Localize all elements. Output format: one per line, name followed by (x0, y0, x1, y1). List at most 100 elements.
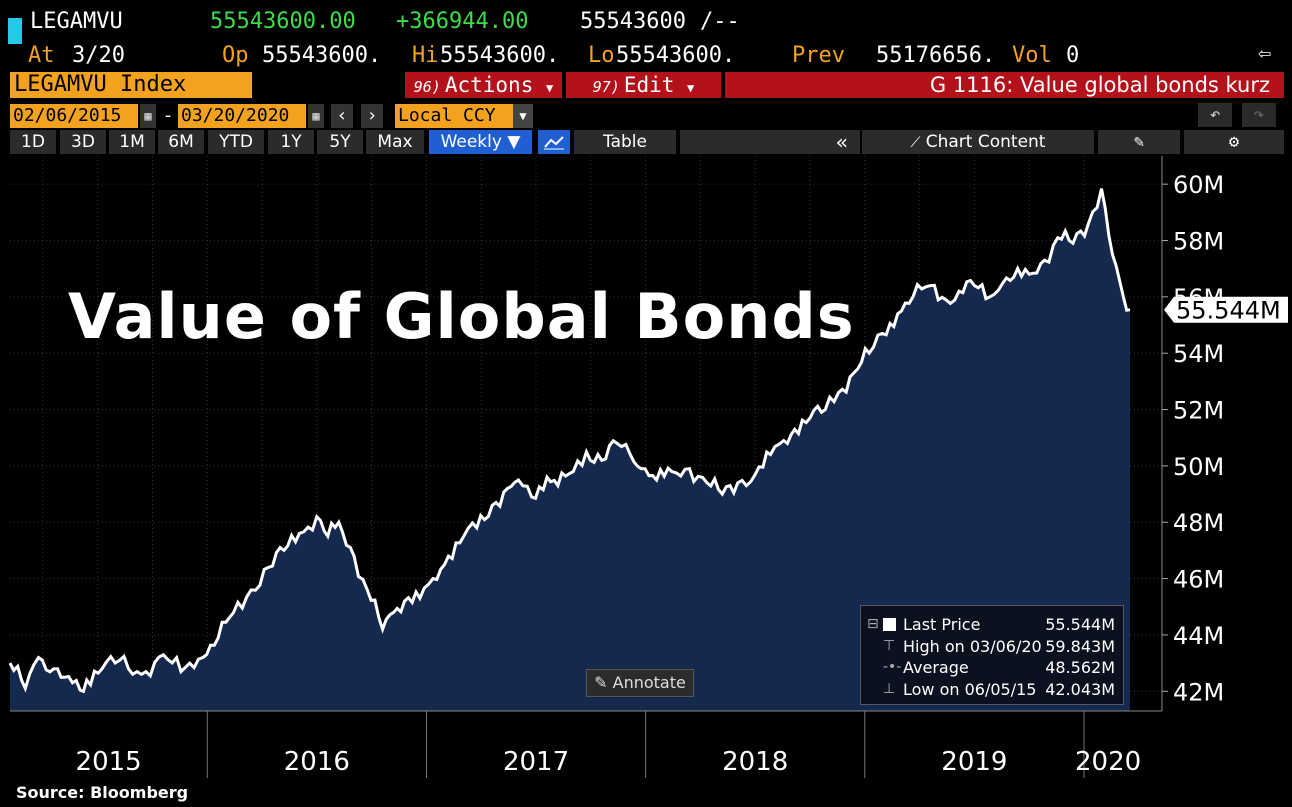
price-change: +366944.00 (396, 9, 529, 34)
prev-label: Prev (792, 43, 845, 68)
source-note: Source: Bloomberg (16, 783, 189, 802)
calendar-icon[interactable]: ▦ (140, 104, 156, 128)
actions-menu[interactable]: 96) Actions ▼ (405, 72, 562, 98)
legend-last-value: 55.544M (1045, 615, 1115, 634)
y-tick-label: 50M (1173, 453, 1224, 481)
chart-title: Value of Global Bonds (68, 280, 855, 353)
line-chart-glyph (544, 136, 564, 150)
pencil-icon: ✎ (594, 673, 608, 692)
legend-last-label: Last Price (903, 615, 981, 634)
legend: ⊟ Last Price 55.544M ⊤ High on 03/06/20 … (860, 605, 1124, 705)
chevron-down-icon: ▼ (546, 81, 554, 95)
legend-low-label: Low on 06/05/15 (903, 680, 1037, 699)
ticker: LEGAMVU (30, 9, 123, 34)
edit-number: 97) (592, 78, 620, 96)
low-label: Lo (588, 43, 615, 68)
calendar-icon[interactable]: ▦ (308, 104, 324, 128)
volume-label: Vol (1012, 43, 1052, 68)
chart-content-label: Chart Content (925, 132, 1046, 152)
annotate-button[interactable]: ✎ Annotate (586, 669, 694, 697)
frequency-select[interactable]: Weekly ▼ (429, 130, 532, 154)
edit-menu[interactable]: 97) Edit ▼ (566, 72, 721, 98)
high-value: 55543600. (440, 43, 560, 68)
x-tick-label: 2020 (1075, 747, 1141, 777)
previous-arrow-icon[interactable]: ‹ (331, 104, 353, 128)
export-icon[interactable]: ⇦ (1258, 41, 1272, 66)
price-area (10, 188, 1130, 712)
function-title: G 1116: Value global bonds kurz (725, 72, 1284, 98)
x-tick-label: 2018 (722, 747, 788, 777)
chart-content-button[interactable]: ⟋ Chart Content (862, 130, 1094, 154)
security-name[interactable]: LEGAMVU Index (10, 72, 252, 98)
legend-high-row: ⊤ High on 03/06/20 59.843M (861, 636, 1123, 657)
y-tick-label: 48M (1173, 509, 1224, 537)
legend-high-value: 59.843M (1045, 637, 1115, 656)
period-button-6m[interactable]: 6M (158, 130, 204, 154)
x-tick-label: 2015 (76, 747, 142, 777)
grid (10, 156, 1162, 711)
end-date-field[interactable]: 03/20/2020 (178, 104, 306, 128)
y-tick-label: 54M (1173, 340, 1224, 368)
legend-low-value: 42.043M (1045, 680, 1115, 699)
low-marker-icon: ⊥ (883, 681, 896, 697)
bid-ask-suffix: /-- (700, 9, 740, 34)
currency-select[interactable]: Local CCY (395, 104, 513, 128)
actions-number: 96) (413, 78, 441, 96)
low-value: 55543600. (616, 43, 736, 68)
period-button-1y[interactable]: 1Y (268, 130, 314, 154)
last-price: 55543600.00 (210, 9, 356, 34)
y-tick-label: 58M (1173, 228, 1224, 256)
undo-icon[interactable]: ↶ (1198, 103, 1232, 127)
bid-ask: 55543600 (580, 9, 686, 34)
y-tick-label: 46M (1173, 566, 1224, 594)
x-axis: 2015 2016 2017 2018 2019 2020 (76, 711, 1141, 778)
y-axis: 42M44M46M48M50M52M54M56M58M60M (1162, 171, 1224, 706)
period-button-5y[interactable]: 5Y (317, 130, 363, 154)
legend-last-row: ⊟ Last Price 55.544M (861, 614, 1123, 635)
next-arrow-icon[interactable]: › (361, 104, 383, 128)
edit-chart-icon[interactable]: ✎ (1098, 130, 1180, 154)
x-tick-label: 2017 (503, 747, 569, 777)
chevron-down-icon[interactable]: ▼ (513, 104, 533, 128)
volume-value: 0 (1066, 43, 1080, 68)
high-marker-icon: ⊤ (883, 638, 896, 654)
y-tick-label: 42M (1173, 678, 1224, 706)
period-button-max[interactable]: Max (366, 130, 424, 154)
period-button-1d[interactable]: 1D (10, 130, 56, 154)
line-chart-icon[interactable] (538, 130, 570, 154)
last-price-swatch (883, 618, 896, 631)
ticker-marker (8, 18, 22, 44)
actions-label: Actions (444, 73, 534, 97)
gear-icon[interactable]: ⚙ (1184, 130, 1284, 154)
quote-line: LEGAMVU 55543600.00 +366944.00 55543600 … (0, 8, 1292, 44)
collapse-icon[interactable]: « (835, 130, 849, 154)
date-separator: - (162, 105, 174, 126)
start-date-field[interactable]: 02/06/2015 (10, 104, 138, 128)
last-value-flag (1164, 296, 1288, 323)
high-label: Hi (412, 43, 439, 68)
chart-content-icon: ⟋ (910, 135, 921, 151)
period-button-1m[interactable]: 1M (109, 130, 155, 154)
x-tick-label: 2016 (284, 747, 350, 777)
y-tick-label: 60M (1173, 171, 1224, 199)
chevron-down-icon: ▼ (687, 81, 695, 95)
period-button-ytd[interactable]: YTD (208, 130, 264, 154)
legend-low-row: ⊥ Low on 06/05/15 42.043M (861, 679, 1123, 700)
prev-value: 55176656. (876, 43, 996, 68)
at-label: At (28, 43, 55, 68)
ohlc-line: At 3/20 Op 55543600. Hi 55543600. Lo 555… (0, 41, 1292, 70)
price-line (8, 188, 1131, 694)
table-button[interactable]: Table (574, 130, 676, 154)
annotate-label: Annotate (612, 673, 686, 692)
edit-label: Edit (623, 73, 675, 97)
collapse-tree-icon[interactable]: ⊟ (867, 616, 879, 632)
redo-icon[interactable]: ↷ (1242, 103, 1276, 127)
at-date: 3/20 (72, 43, 125, 68)
legend-average-row: -•- Average 48.562M (861, 657, 1123, 678)
average-marker-icon: -•- (883, 659, 902, 675)
open-label: Op (222, 43, 249, 68)
legend-average-label: Average (903, 658, 969, 677)
period-button-3d[interactable]: 3D (60, 130, 106, 154)
legend-high-label: High on 03/06/20 (903, 637, 1042, 656)
last-value-label: 55.544M (1176, 297, 1281, 325)
